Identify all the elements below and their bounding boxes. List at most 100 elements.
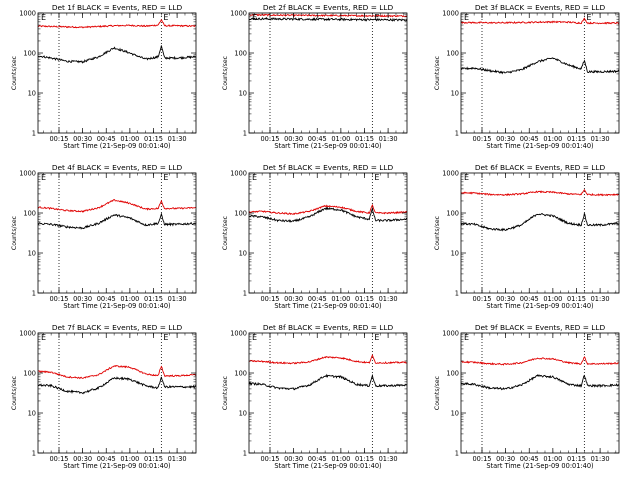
- panel-4-xlabel: Start Time (21-Sep-09 00:01:40): [63, 302, 170, 310]
- panel-9-ytick-label-100: 100: [446, 369, 459, 377]
- panel-4-series-lld: [37, 199, 197, 213]
- panel-2-ytick-label-1000: 1000: [230, 9, 247, 17]
- panel-8-ylabel: Counts/sec: [222, 375, 229, 410]
- panel-9-ytick-label-10: 10: [451, 409, 459, 417]
- panel-6-xtick-label-01:30: 01:30: [591, 295, 610, 303]
- panel-5-frame: [248, 172, 408, 294]
- panel-5-marker-2: E: [374, 173, 379, 182]
- panel-6-xtick-label-01:15: 01:15: [567, 295, 586, 303]
- panel-6-marker-2: E: [586, 173, 591, 182]
- panel-2-ytick-label-10: 10: [239, 89, 247, 97]
- panel-1-xtick-label-01:15: 01:15: [144, 135, 163, 143]
- panel-2: Det 2f BLACK = Events, RED = LLD 1 10 100 10…: [222, 3, 408, 150]
- panel-4-marker-2: E: [163, 173, 168, 182]
- panel-1-ytick-label-100: 100: [23, 49, 36, 57]
- panel-4-xtick-label-00:15: 00:15: [49, 295, 68, 303]
- panel-8-marker-1: E: [252, 333, 257, 342]
- panel-5: Det 5f BLACK = Events, RED = LLD 1 10 100 10…: [222, 163, 408, 310]
- panel-1-xtick-label-00:30: 00:30: [73, 135, 92, 143]
- panel-1-xlabel: Start Time (21-Sep-09 00:01:40): [63, 142, 170, 150]
- panel-2-ytick-label-1: 1: [243, 129, 247, 137]
- panel-8-title: Det 8f BLACK = Events, RED = LLD: [263, 323, 394, 332]
- panel-6: Det 6f BLACK = Events, RED = LLD 1 10 100 10…: [434, 163, 620, 310]
- panel-6-ytick-label-1: 1: [455, 289, 459, 297]
- panel-4-ytick-label-1: 1: [32, 289, 36, 297]
- panel-4-series-events: [37, 212, 197, 230]
- panel-2-marker-1: E: [252, 13, 257, 22]
- panel-5-series-events: [248, 206, 408, 223]
- panel-3-series-events: [460, 57, 620, 75]
- panel-7-title: Det 7f BLACK = Events, RED = LLD: [52, 323, 183, 332]
- panel-6-ytick-label-10: 10: [451, 249, 459, 257]
- panel-3-xtick-label-00:45: 00:45: [520, 135, 539, 143]
- panel-1-title: Det 1f BLACK = Events, RED = LLD: [52, 3, 183, 12]
- panel-4-marker-1: E: [41, 173, 46, 182]
- panel-8-frame: [248, 332, 408, 454]
- panel-8-xtick-label-00:45: 00:45: [308, 455, 327, 463]
- panel-8-xtick-label-00:15: 00:15: [260, 455, 279, 463]
- panel-2-series-lld: [248, 13, 408, 18]
- panel-9-marker-1: E: [464, 333, 469, 342]
- panel-7-xlabel: Start Time (21-Sep-09 00:01:40): [63, 462, 170, 470]
- panel-6-xtick-label-00:30: 00:30: [496, 295, 515, 303]
- panel-8-marker-2: E: [374, 333, 379, 342]
- panel-1-ytick-label-1000: 1000: [19, 9, 36, 17]
- panel-7-marker-2: E: [163, 333, 168, 342]
- panel-6-ytick-label-100: 100: [446, 209, 459, 217]
- panel-6-series-events: [460, 213, 620, 232]
- panel-2-title: Det 2f BLACK = Events, RED = LLD: [263, 3, 394, 12]
- panel-1-xtick-label-00:45: 00:45: [97, 135, 116, 143]
- panel-3-ytick-label-10: 10: [451, 89, 459, 97]
- panel-9-ytick-label-1: 1: [455, 449, 459, 457]
- panel-3-title: Det 3f BLACK = Events, RED = LLD: [475, 3, 606, 12]
- panel-2-xtick-label-01:30: 01:30: [379, 135, 398, 143]
- panel-9-marker-2: E: [586, 333, 591, 342]
- panel-2-xtick-label-00:30: 00:30: [284, 135, 303, 143]
- panel-3-ytick-label-1: 1: [455, 129, 459, 137]
- panel-7-xtick-label-01:15: 01:15: [144, 455, 163, 463]
- panel-1-series-lld: [37, 18, 196, 29]
- panel-6-title: Det 6f BLACK = Events, RED = LLD: [475, 163, 606, 172]
- panel-4-ytick-label-10: 10: [28, 249, 36, 257]
- panel-5-xtick-label-00:30: 00:30: [284, 295, 303, 303]
- panel-9-ytick-label-1000: 1000: [442, 329, 459, 337]
- panel-1-xtick-label-01:30: 01:30: [168, 135, 187, 143]
- panel-5-xtick-label-01:00: 01:00: [331, 295, 350, 303]
- panel-9-xtick-label-01:30: 01:30: [591, 455, 610, 463]
- panel-6-xtick-label-00:15: 00:15: [472, 295, 491, 303]
- panel-4-frame: [37, 172, 197, 294]
- panel-9-xtick-label-00:15: 00:15: [472, 455, 491, 463]
- panel-7-xtick-label-00:45: 00:45: [97, 455, 116, 463]
- panel-7-ytick-label-10: 10: [28, 409, 36, 417]
- panel-4: Det 4f BLACK = Events, RED = LLD 1 10 100 10…: [11, 163, 197, 310]
- panel-2-xlabel: Start Time (21-Sep-09 00:01:40): [274, 142, 381, 150]
- panel-1: Det 1f BLACK = Events, RED = LLD 1 10 100 10…: [11, 3, 197, 150]
- panel-7-ytick-label-1000: 1000: [19, 329, 36, 337]
- panel-7-xtick-label-01:00: 01:00: [120, 455, 139, 463]
- panel-2-ylabel: Counts/sec: [222, 55, 229, 90]
- panel-3-xtick-label-01:00: 01:00: [543, 135, 562, 143]
- panel-1-xtick-label-00:15: 00:15: [49, 135, 68, 143]
- panel-3-ytick-label-1000: 1000: [442, 9, 459, 17]
- panel-5-series-lld: [248, 203, 408, 216]
- panel-7-series-lld: [37, 364, 197, 380]
- panel-5-ytick-label-1000: 1000: [230, 169, 247, 177]
- panel-5-xtick-label-00:15: 00:15: [260, 295, 279, 303]
- panel-9-series-lld: [460, 356, 620, 366]
- panel-8-ytick-label-100: 100: [234, 369, 247, 377]
- panel-3-ylabel: Counts/sec: [434, 55, 441, 90]
- panel-5-xtick-label-00:45: 00:45: [308, 295, 327, 303]
- panel-4-title: Det 4f BLACK = Events, RED = LLD: [52, 163, 183, 172]
- panel-7-xtick-label-00:15: 00:15: [49, 455, 68, 463]
- panel-3-xlabel: Start Time (21-Sep-09 00:01:40): [486, 142, 593, 150]
- panel-7-frame: [37, 332, 197, 454]
- panel-8-ytick-label-1000: 1000: [230, 329, 247, 337]
- panel-3-marker-2: E: [586, 13, 591, 22]
- panel-5-ytick-label-10: 10: [239, 249, 247, 257]
- panel-9-ylabel: Counts/sec: [434, 375, 441, 410]
- panel-5-xtick-label-01:30: 01:30: [379, 295, 398, 303]
- panel-1-ylabel: Counts/sec: [11, 55, 18, 90]
- panel-1-series-events: [37, 45, 197, 64]
- panel-5-xlabel: Start Time (21-Sep-09 00:01:40): [274, 302, 381, 310]
- panel-2-marker-2: E: [374, 13, 379, 22]
